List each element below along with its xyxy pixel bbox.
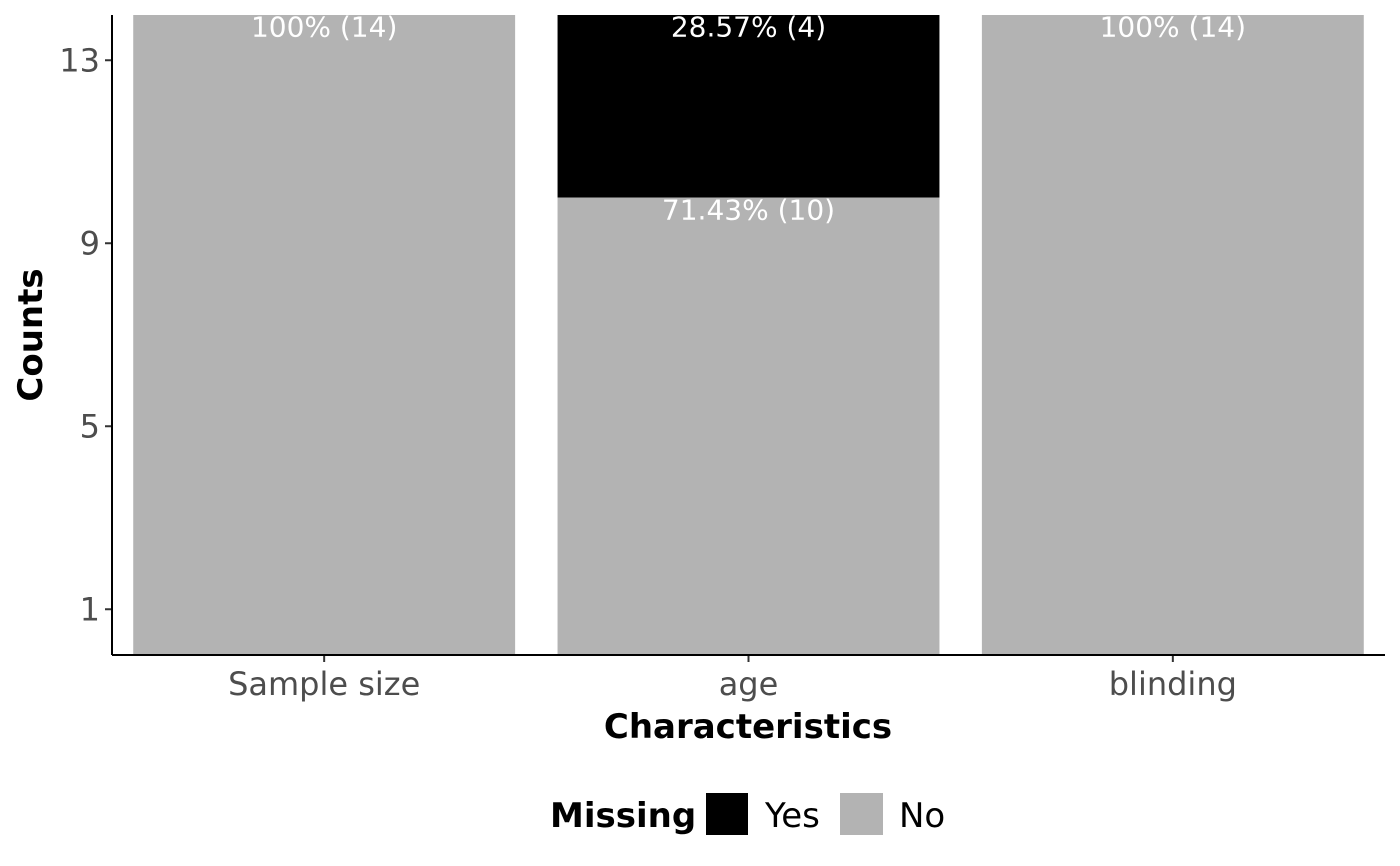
y-tick-label-1: 5 — [80, 407, 100, 445]
x-tick-label-0: Sample size — [228, 665, 420, 703]
bar-no-0 — [133, 15, 516, 655]
legend-swatch-yes — [706, 793, 748, 835]
legend-label-yes: Yes — [764, 796, 820, 836]
legend: Missing Yes No — [550, 793, 945, 836]
bar-label-no-0: 100% (14) — [251, 11, 397, 44]
bar-no-2 — [981, 15, 1364, 655]
axes-layer: Sample size age blinding 1 5 9 13 — [59, 15, 1385, 703]
y-axis-title: Counts — [11, 268, 51, 401]
bar-no-1 — [557, 197, 940, 655]
bar-label-no-2: 100% (14) — [1100, 11, 1246, 44]
y-tick-label-2: 9 — [80, 224, 100, 262]
bar-yes-1 — [557, 15, 940, 198]
x-tick-label-2: blinding — [1109, 665, 1237, 703]
legend-swatch-no — [840, 793, 883, 835]
x-axis-title: Characteristics — [604, 707, 892, 747]
bars-layer — [133, 15, 1364, 655]
bar-label-no-1: 71.43% (10) — [662, 194, 835, 227]
x-tick-label-1: age — [719, 665, 779, 703]
bar-label-yes-1: 28.57% (4) — [671, 11, 826, 44]
legend-title: Missing — [550, 796, 696, 836]
y-tick-label-0: 1 — [80, 590, 100, 628]
bar-labels-layer: 100% (14) 71.43% (10) 28.57% (4) 100% (14) — [251, 11, 1246, 227]
y-tick-label-3: 13 — [59, 41, 100, 79]
legend-label-no: No — [899, 796, 945, 836]
